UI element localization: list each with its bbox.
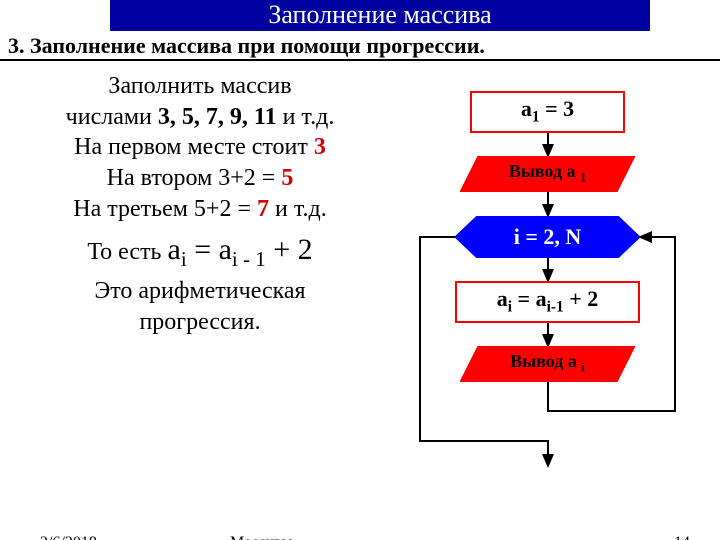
flow-node-output1: Вывод a 1 [460,156,635,192]
line5: На третьем 5+2 = 7 и т.д. [10,194,390,225]
line7: Это арифметическая [10,276,390,307]
footer-page: 14 [674,534,690,540]
footer-title: Массивы [230,534,292,540]
flowchart: a1 = 3 Вывод a 1 i = 2, N ai = ai-1 + 2 … [400,61,720,501]
line6-formula: То есть ai = ai - 1 + 2 [10,231,390,273]
flow-node-loop: i = 2, N [455,216,640,258]
line8: прогрессия. [10,307,390,338]
line1: Заполнить массив [10,71,390,102]
flow-node-output2: Вывод a i [460,346,635,382]
slide-body: Заполнить массив числами 3, 5, 7, 9, 11 … [0,61,720,511]
subtitle: 3. Заполнение массива при помощи прогрес… [0,31,720,61]
flow-node-body: ai = ai-1 + 2 [455,281,640,323]
flow-node-init: a1 = 3 [470,91,625,133]
text-column: Заполнить массив числами 3, 5, 7, 9, 11 … [10,71,390,338]
title-bar: Заполнение массива [110,0,650,31]
line4: На втором 3+2 = 5 [10,163,390,194]
line3: На первом месте стоит 3 [10,132,390,163]
line2: числами 3, 5, 7, 9, 11 и т.д. [10,102,390,133]
footer-date: 2/6/2018 [40,534,97,540]
